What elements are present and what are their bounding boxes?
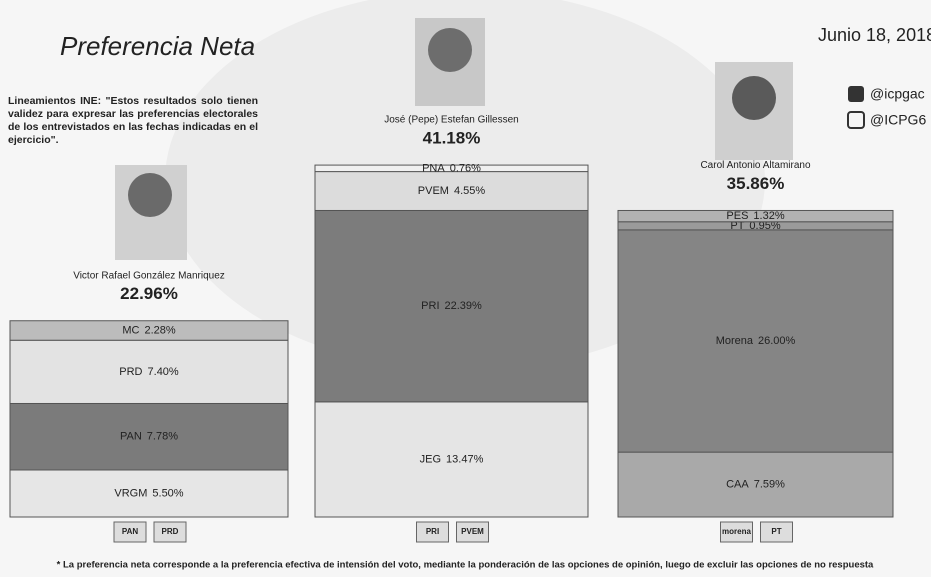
segment-value: 26.00% (758, 335, 796, 347)
segment-value: 2.28% (144, 324, 175, 336)
segment-name: PAN (120, 431, 142, 443)
segment-value: 7.78% (147, 431, 178, 443)
segment-name: PVEM (418, 185, 449, 197)
chart-title: Preferencia Neta (60, 31, 255, 61)
candidate-total: 41.18% (423, 128, 481, 147)
footnote: * La preferencia neta corresponde a la p… (57, 560, 874, 571)
note-box: Lineamientos INE: "Estos resultados solo… (8, 95, 258, 165)
segment-value: 7.40% (148, 366, 179, 378)
party-logo-label: morena (722, 527, 751, 536)
candidate-photo-face (428, 28, 472, 72)
segment-name: MC (122, 324, 139, 336)
bar-segment (10, 470, 288, 517)
candidate-name: José (Pepe) Estefan Gillessen (384, 115, 519, 126)
date: Junio 18, 2018. (818, 25, 931, 45)
segment-label: CAA 7.59% (726, 478, 785, 490)
party-logo-label: PT (771, 527, 781, 536)
candidate-photo-face (732, 76, 776, 120)
segment-label: MC 2.28% (122, 324, 176, 336)
segment-value: 22.39% (445, 300, 483, 312)
facebook-icon (848, 86, 864, 102)
segment-name: PRI (421, 300, 439, 312)
segment-value: 13.47% (446, 453, 484, 465)
segment-name: JEG (420, 453, 441, 465)
party-logo-label: PRD (162, 527, 179, 536)
candidate-total: 22.96% (120, 284, 178, 303)
segment-value: 1.32% (753, 210, 784, 222)
segment-name: CAA (726, 478, 749, 490)
segment-label: PNA 0.76% (422, 162, 481, 174)
segment-label: PAN 7.78% (120, 431, 178, 443)
segment-name: PNA (422, 162, 445, 174)
segment-label: PES 1.32% (726, 210, 784, 222)
candidate-name: Carol Antonio Altamirano (700, 160, 811, 171)
segment-value: 7.59% (754, 478, 785, 490)
segment-value: 5.50% (152, 487, 183, 499)
party-logo-label: PAN (122, 527, 139, 536)
segment-name: Morena (716, 335, 754, 347)
segment-name: PES (726, 210, 748, 222)
note: Lineamientos INE: "Estos resultados solo… (8, 95, 258, 147)
chart: Preferencia Neta Junio 18, 2018. @icpgac… (0, 0, 931, 577)
party-logo-label: PRI (426, 527, 439, 536)
segment-value: 0.76% (450, 162, 481, 174)
candidate-photo-face (128, 173, 172, 217)
bar-segment (618, 230, 893, 452)
candidate-total: 35.86% (727, 174, 785, 193)
segment-value: 4.55% (454, 185, 485, 197)
segment-label: PRD 7.40% (119, 366, 179, 378)
social-handle: @ICPG6 (870, 112, 926, 128)
segment-label: JEG 13.47% (420, 453, 484, 465)
party-logo-label: PVEM (461, 527, 484, 536)
candidate-name: Victor Rafael González Manriquez (73, 270, 225, 281)
social-handle: @icpgac (870, 86, 925, 102)
segment-label: PRI 22.39% (421, 300, 482, 312)
bar-segment (315, 172, 588, 211)
segment-name: PRD (119, 366, 142, 378)
segment-name: VRGM (114, 487, 147, 499)
